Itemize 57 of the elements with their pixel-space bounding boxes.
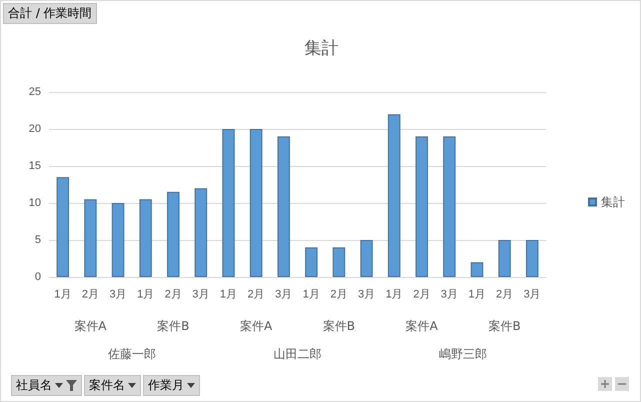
bar [84,199,97,277]
y-tick-label: 0 [34,271,41,283]
x-tick-label: 3月 [275,288,292,300]
bar [416,136,428,277]
x-tick-label: 3月 [358,288,376,300]
bar [305,247,318,277]
x-tick-label: 1月 [54,288,72,300]
text: 案件B [488,319,521,333]
x-tick-label: 2月 [496,288,514,300]
x-tick-label: 2月 [413,288,430,300]
x-tick-label: 3月 [440,288,458,300]
text: 案件A [406,319,439,333]
x-tick-label: 1月 [386,288,403,300]
y-tick-label: 20 [28,123,41,135]
bar [250,129,262,277]
text: 案件A [74,319,108,333]
text: 案件A [240,319,273,333]
x-tick-label: 3月 [109,288,127,300]
text: 佐藤一郎 [108,347,156,361]
x-tick-label: 1月 [220,288,238,300]
bar [498,240,511,277]
x-tick-label: 3月 [192,288,210,300]
bar [332,247,346,277]
text: 合計 / 作業時間 [3,3,97,24]
text: 案件B [157,319,190,333]
legend-label: 集計 [601,195,625,209]
x-tick-label: 2月 [248,288,265,300]
x-tick-label: 2月 [164,288,182,300]
text: 社員名 [11,375,82,396]
x-tick-label: 2月 [82,288,99,300]
bar [360,240,373,277]
bar [388,114,400,277]
bar [277,136,290,277]
bar [56,177,70,277]
bar [194,188,208,277]
x-tick-label: 1月 [302,288,320,300]
y-tick-label: 10 [28,197,41,209]
chart-title: 集計 [304,38,338,58]
text: 嶋野三郎 [439,347,488,361]
x-tick-label: 2月 [330,288,348,300]
y-tick-label: 5 [34,234,41,246]
text: 案件B [322,319,356,333]
bar [167,192,180,277]
text: 案件名 [84,375,141,396]
bar [526,240,538,277]
bar [139,199,152,277]
bar [470,262,484,277]
bar [443,136,456,277]
x-tick-label: 1月 [468,288,486,300]
y-tick-label: 25 [28,86,41,98]
x-tick-label: 3月 [524,288,541,300]
text: 作業月 [143,375,200,396]
y-tick-label: 15 [28,160,41,172]
bar [222,129,235,277]
text: 山田二郎 [274,347,322,361]
bar [112,203,124,277]
x-tick-label: 1月 [137,288,154,300]
